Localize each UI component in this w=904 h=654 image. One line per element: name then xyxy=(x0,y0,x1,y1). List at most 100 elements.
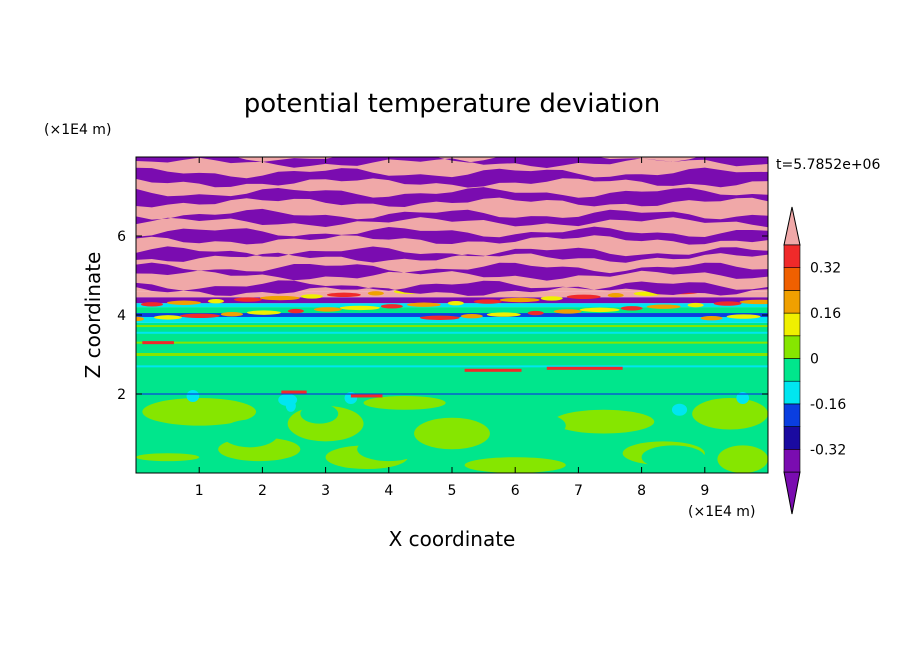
y-units-label: (×1E4 m) xyxy=(44,122,111,138)
field-speck xyxy=(419,315,460,320)
field-line xyxy=(136,393,768,395)
x-units-label: (×1E4 m) xyxy=(688,504,755,520)
colorbar-bin xyxy=(783,426,801,450)
colorbar-bin xyxy=(783,312,801,337)
field-blob xyxy=(357,437,421,462)
field-speck xyxy=(739,299,768,305)
field-line xyxy=(136,365,768,368)
field-blob xyxy=(464,457,566,473)
colorbar-tick-label: 0.32 xyxy=(810,261,841,277)
chart-title: potential temperature deviation xyxy=(244,89,660,119)
field-speck xyxy=(486,312,521,317)
field-speck xyxy=(646,304,681,309)
field-stripe xyxy=(136,262,768,281)
field-speck xyxy=(220,312,243,317)
field-band xyxy=(136,307,768,314)
field-speck xyxy=(287,308,304,314)
field-streak xyxy=(464,368,522,372)
colorbar-bin xyxy=(783,244,801,269)
field-speck xyxy=(153,315,182,320)
field-speck xyxy=(620,306,643,311)
field-speck xyxy=(607,293,624,298)
field-speck xyxy=(579,307,620,313)
field-speck xyxy=(406,302,441,307)
field-blob xyxy=(553,409,655,434)
colorbar-extend-min xyxy=(783,471,801,515)
x-tick-label: 2 xyxy=(258,483,267,499)
field-blob xyxy=(641,445,705,470)
field-stripe xyxy=(136,157,768,168)
x-tick-label: 1 xyxy=(195,483,204,499)
field-speck xyxy=(540,296,563,301)
colorbar-bin xyxy=(783,403,801,427)
field-streak xyxy=(142,341,174,345)
field-blob xyxy=(136,453,200,462)
colorbar-bin xyxy=(783,380,801,405)
field-band xyxy=(136,316,768,323)
y-tick-label: 2 xyxy=(117,387,126,403)
field-band xyxy=(136,291,768,298)
y-axis: 2 4 6 xyxy=(117,229,768,403)
field-speck xyxy=(671,403,688,416)
colorbar-tick-label: -0.32 xyxy=(810,442,846,458)
field-speck xyxy=(326,292,361,298)
colorbar-bin xyxy=(783,267,801,291)
field-speck xyxy=(179,313,220,318)
colorbar-extend-max xyxy=(783,206,801,246)
field-speck xyxy=(367,291,384,296)
field-speck xyxy=(700,315,723,321)
colorbar-tick-label: 0.16 xyxy=(810,306,841,322)
field-speck xyxy=(313,307,342,312)
colorbar: 0.32 0.16 0 -0.16 -0.32 xyxy=(783,206,846,515)
field-speck xyxy=(499,297,540,303)
field-line xyxy=(136,353,768,356)
y-tick-label: 6 xyxy=(117,229,126,245)
field-stripe xyxy=(136,226,768,245)
field-speck xyxy=(207,298,224,304)
colorbar-bin xyxy=(783,335,801,359)
field-speck xyxy=(300,294,323,299)
field-stripe xyxy=(136,187,768,208)
field-streak xyxy=(546,366,623,370)
field-streak xyxy=(281,390,307,394)
field-speck xyxy=(473,299,502,304)
field-blob xyxy=(692,397,768,430)
x-tick-label: 9 xyxy=(700,483,709,499)
field-speck xyxy=(553,309,582,314)
field-band xyxy=(136,313,768,317)
x-tick-label: 3 xyxy=(321,483,330,499)
field-blob xyxy=(142,397,257,426)
x-tick-label: 5 xyxy=(448,483,457,499)
field-stripe xyxy=(136,167,768,188)
field-line xyxy=(136,341,768,344)
field-speck xyxy=(285,399,296,412)
time-label: t=5.7852e+06 xyxy=(776,157,880,173)
field-speck xyxy=(233,297,262,302)
field-speck xyxy=(186,389,200,402)
field-blob xyxy=(414,417,490,450)
field-zone-middle xyxy=(136,322,768,394)
field-blob xyxy=(489,411,566,440)
colorbar-bin xyxy=(783,358,801,382)
colorbar-bin xyxy=(783,448,801,473)
field-line xyxy=(136,331,768,334)
field-speck xyxy=(447,300,464,306)
x-tick-label: 4 xyxy=(384,483,393,499)
field-speck xyxy=(566,294,601,300)
colorbar-bin xyxy=(783,290,801,314)
field-speck xyxy=(527,310,544,316)
field-speck xyxy=(166,300,201,305)
field-speck xyxy=(726,314,761,319)
field-blob xyxy=(221,419,279,448)
field-speck xyxy=(687,302,704,308)
field-blob xyxy=(363,395,446,410)
y-tick-label: 4 xyxy=(117,308,126,324)
colorbar-tick-label: 0 xyxy=(810,352,819,368)
x-axis: 1 2 3 4 5 6 7 8 9 xyxy=(195,157,709,499)
field-speck xyxy=(140,302,163,307)
field-blob xyxy=(717,445,768,473)
x-tick-label: 6 xyxy=(511,483,520,499)
field-blob xyxy=(300,403,339,424)
field-streak xyxy=(350,394,383,398)
